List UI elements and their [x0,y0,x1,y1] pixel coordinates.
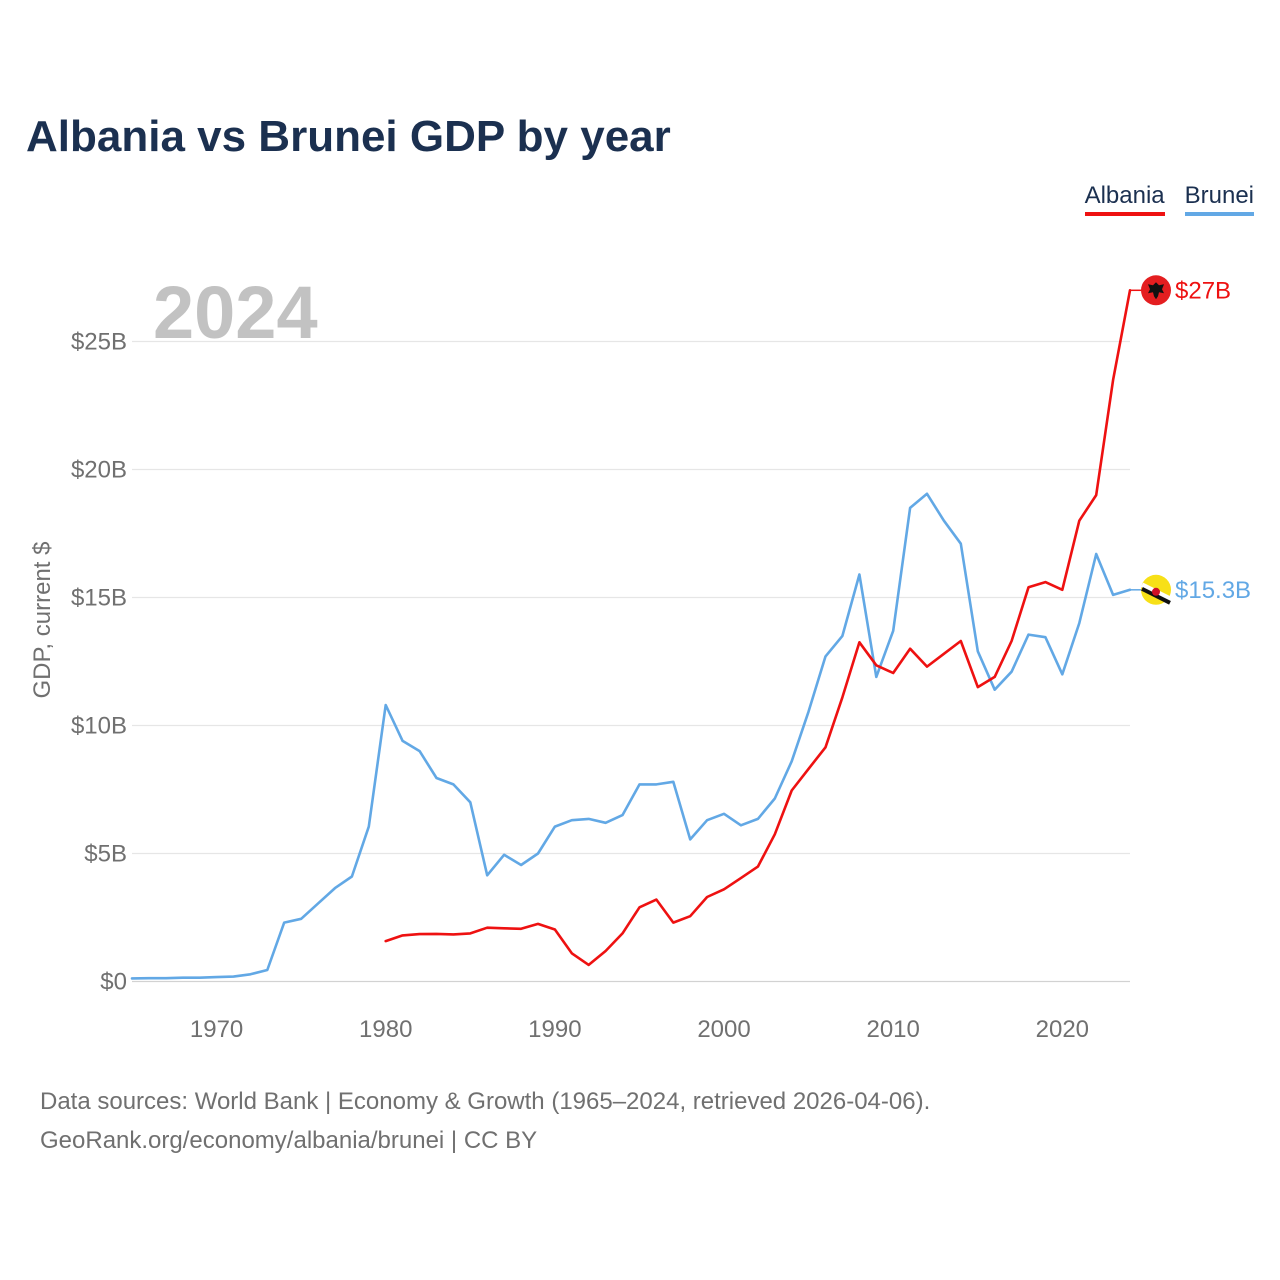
y-axis-ticks: $0 $5B $10B $15B $20B $25B [71,329,127,996]
grid-lines [132,340,1130,983]
series-line-brunei [130,492,1132,980]
y-tick-label: $15B [71,585,127,612]
footer-sources: Data sources: World Bank | Economy & Gro… [40,1088,931,1115]
legend: Albania Brunei [1084,182,1254,216]
x-tick-label: 2020 [1036,1016,1089,1043]
end-label-albania: $27B [1175,277,1231,304]
x-tick-label: 2010 [866,1016,919,1043]
legend-item-albania[interactable]: Albania [1084,182,1165,216]
brunei-flag-icon [1140,574,1172,605]
series-line-albania [384,288,1132,967]
footer: Data sources: World Bank | Economy & Gro… [40,1082,930,1160]
footer-attribution: GeoRank.org/economy/albania/brunei | CC … [40,1127,538,1154]
y-tick-label: $0 [100,969,127,996]
year-watermark: 2024 [153,271,318,354]
chart-title: Albania vs Brunei GDP by year [26,112,671,161]
x-axis-ticks: 1970 1980 1990 2000 2010 2020 [190,1016,1089,1043]
y-tick-label: $20B [71,457,127,484]
albania-flag-icon [1141,275,1171,306]
x-tick-label: 1970 [190,1016,243,1043]
series-lines [130,288,1146,980]
end-markers: $27B $15.3B [1140,275,1251,605]
legend-item-brunei[interactable]: Brunei [1184,182,1254,216]
eagle-shape [1148,282,1164,300]
y-tick-label: $5B [84,841,127,868]
gdp-line-chart: $0 $5B $10B $15B $20B $25B 1970 1980 1990 2000 20… [29,271,1251,1043]
x-tick-label: 2000 [697,1016,750,1043]
x-tick-label: 1980 [359,1016,412,1043]
end-label-brunei: $15.3B [1175,577,1251,604]
flag-crest [1152,587,1160,596]
y-tick-label: $10B [71,713,127,740]
x-tick-label: 1990 [528,1016,581,1043]
y-tick-label: $25B [71,329,127,356]
y-axis-label: GDP, current $ [29,542,56,699]
